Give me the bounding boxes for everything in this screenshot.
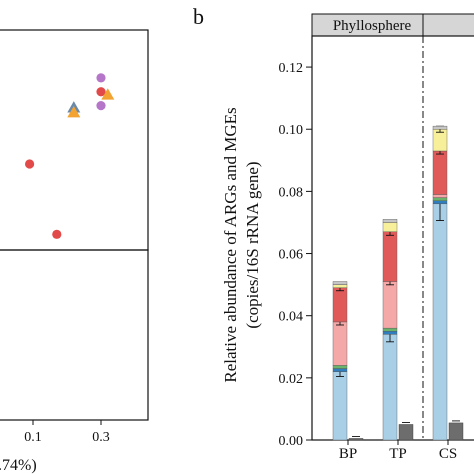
scatter-point-triangle — [101, 88, 115, 100]
scatter-points — [25, 73, 115, 239]
bar-segment — [332, 321, 348, 366]
bar-CS — [432, 125, 464, 441]
panel-b-stacked-bar: b Phyllosphere 0.000.020.040.060.080.100… — [193, 4, 474, 462]
y-axis-label-line1: Relative abundance of ARGs and MGEs — [221, 107, 240, 382]
bar-segment — [332, 368, 348, 372]
bars — [332, 125, 464, 441]
bar-segment — [432, 194, 448, 198]
bar-segment — [432, 150, 448, 195]
bar-segment — [382, 219, 398, 223]
bar-segment — [382, 281, 398, 329]
bar-BP — [332, 281, 364, 441]
x-category-label: CS — [439, 446, 457, 462]
x-category-label: TP — [389, 446, 407, 462]
scatter-point — [52, 229, 62, 239]
panel-a-scatter: 0.1 0.3 .74%) — [0, 29, 149, 474]
bar-segment — [382, 331, 398, 335]
x-tick-label: 0.3 — [92, 430, 110, 445]
bar-segment — [432, 203, 448, 441]
scatter-point — [25, 159, 35, 169]
strip-label: Phyllosphere — [333, 18, 412, 34]
x-tick-label: 0.1 — [24, 430, 42, 445]
bar-segment — [382, 327, 398, 332]
bar-segment — [332, 287, 348, 323]
y-tick-label: 0.06 — [279, 248, 304, 263]
scatter-point — [96, 73, 106, 83]
scatter-point-triangle — [67, 106, 81, 118]
y-tick-label: 0.02 — [279, 372, 304, 387]
bar-segment — [332, 365, 348, 369]
panel-a-lower-frame — [0, 249, 149, 421]
small-bar — [348, 438, 364, 441]
small-bar — [448, 422, 464, 441]
bar-segment — [432, 200, 448, 205]
panel-a-x-axis-label-fragment: .74%) — [0, 457, 37, 474]
bar-segment — [432, 197, 448, 201]
y-tick-label: 0.08 — [279, 185, 304, 200]
bar-segment — [382, 222, 398, 232]
y-tick-label: 0.04 — [279, 310, 304, 325]
y-axis-label-line2: (copies/16S rRNA gene) — [243, 161, 262, 328]
x-category-label: BP — [339, 446, 357, 462]
y-tick-label: 0.12 — [279, 61, 304, 76]
panel-b-label: b — [193, 4, 204, 29]
bar-segment — [382, 334, 398, 441]
bar-segment — [432, 125, 448, 130]
bar-TP — [382, 219, 414, 441]
panel-a-x-ticks: 0.1 0.3 — [24, 420, 110, 445]
scatter-point — [96, 87, 106, 97]
x-axis-tick-labels: BP TP CS — [339, 440, 457, 462]
bar-segment — [332, 281, 348, 285]
scatter-point — [96, 101, 106, 111]
bar-segment — [332, 371, 348, 441]
bar-segment — [332, 284, 348, 288]
panel-a-upper-frame — [0, 29, 149, 251]
y-tick-label: 0.00 — [279, 434, 304, 449]
small-bar — [398, 424, 414, 441]
y-axis: 0.00 0.02 0.04 0.06 0.08 0.10 0.12 — [279, 61, 312, 449]
bar-segment — [382, 231, 398, 282]
y-tick-label: 0.10 — [279, 123, 304, 138]
